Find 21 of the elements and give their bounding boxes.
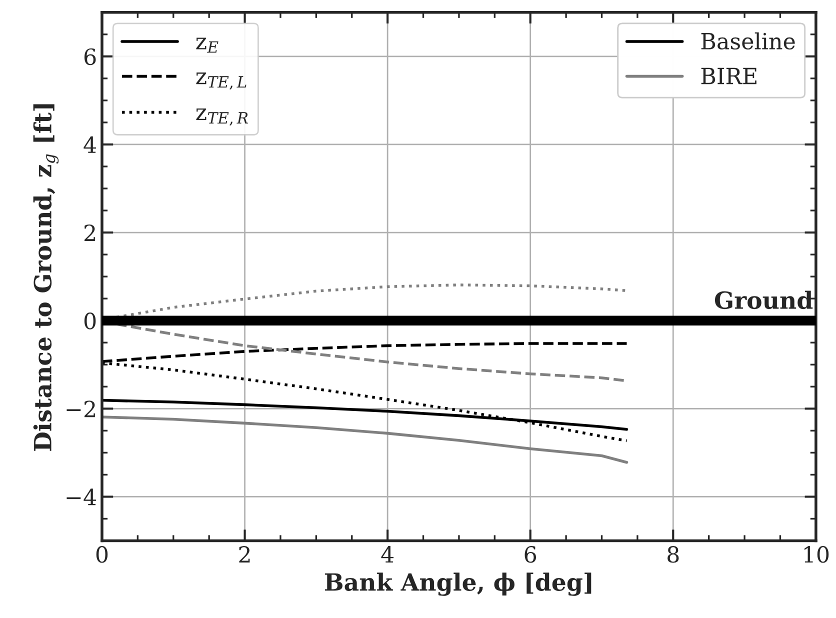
x-tick-label: 4	[381, 546, 394, 562]
line-series	[102, 416, 628, 464]
x-tick-label: 6	[524, 546, 536, 563]
y-tick-label: 6	[84, 48, 96, 66]
y-axis-title: Distance to Ground, z$_{g}$ [ft]	[33, 104, 59, 451]
legend-label: z$_{TE,L}$	[196, 72, 246, 90]
y-tick-label: 0	[84, 312, 96, 330]
legend-label: Baseline	[701, 32, 795, 50]
ref-line-label: Ground	[714, 290, 813, 310]
x-tick-label: 10	[804, 546, 829, 563]
legend-label: BIRE	[701, 68, 756, 84]
x-tick-label: 8	[668, 546, 679, 563]
legend-label: z$_{E}$	[196, 38, 218, 53]
y-tick-label: 4	[84, 136, 96, 153]
x-tick-label: 2	[239, 546, 250, 562]
x-tick-label: 0	[96, 546, 108, 563]
x-axis-title: Bank Angle, ϕ [deg]	[324, 572, 592, 596]
y-tick-label: 2	[84, 224, 95, 241]
y-tick-label: −2	[66, 400, 95, 418]
y-tick-label: −4	[66, 488, 96, 506]
legend-label: z$_{TE,R}$	[196, 108, 248, 126]
